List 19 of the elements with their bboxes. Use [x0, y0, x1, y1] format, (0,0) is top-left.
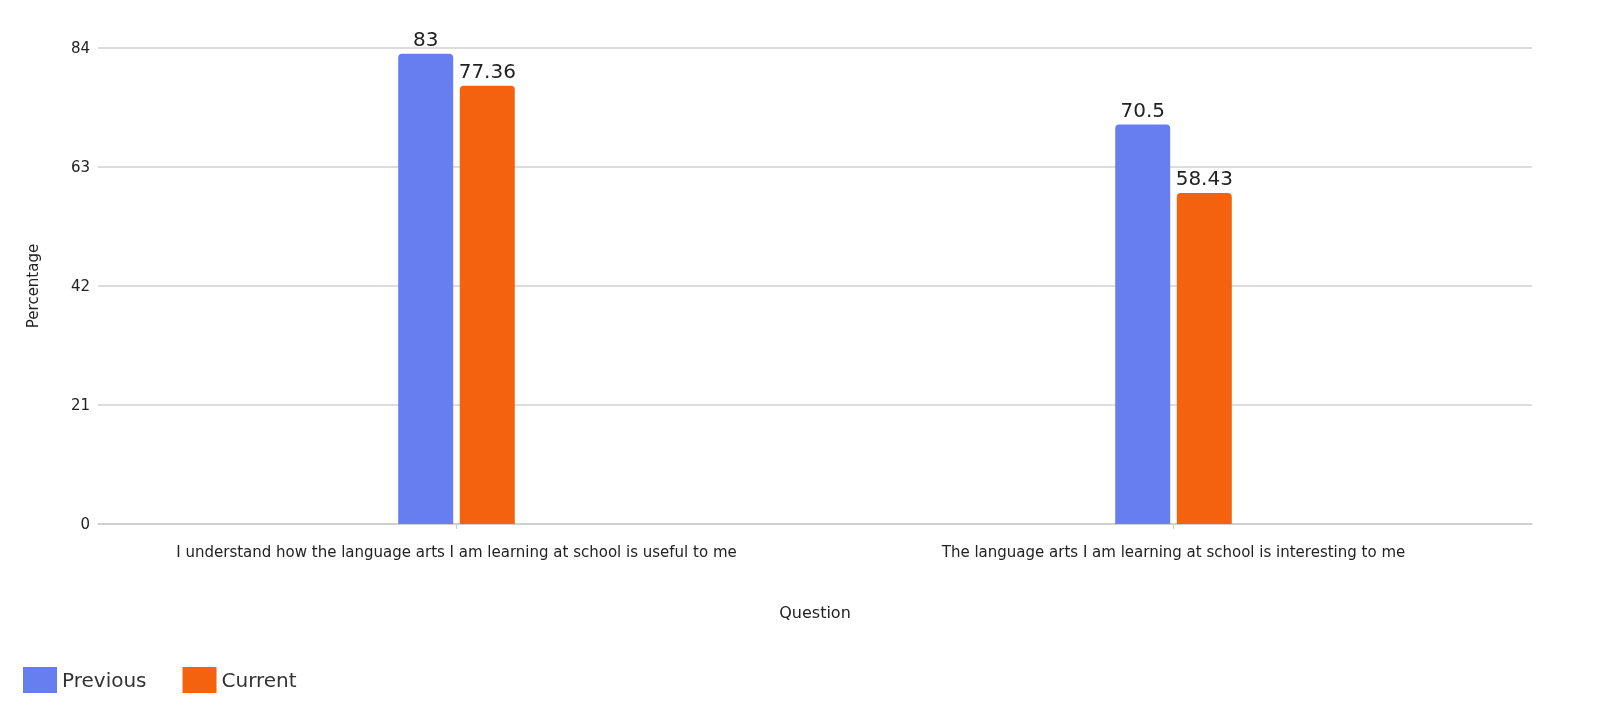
data-label: 70.5 [1120, 97, 1165, 122]
bar [1115, 124, 1171, 524]
bar [459, 85, 515, 524]
data-label: 83 [412, 26, 439, 51]
x-axis-title: Question [779, 602, 851, 622]
x-tick-label: The language arts I am learning at school is interesting to me [940, 542, 1406, 561]
y-tick-label: 42 [70, 277, 90, 295]
bar [398, 53, 454, 524]
y-axis-title: Percentage [23, 243, 42, 329]
y-tick-label: 84 [70, 39, 90, 57]
y-tick-label: 0 [80, 515, 90, 533]
data-label: 58.43 [1175, 165, 1233, 190]
bar [1176, 192, 1232, 524]
data-label: 77.36 [458, 58, 516, 83]
legend-label: Current [221, 668, 297, 692]
y-tick-label: 21 [70, 396, 90, 414]
x-tick-label: I understand how the language arts I am learning at school is useful to me [176, 542, 737, 561]
legend-label: Previous [62, 668, 147, 692]
y-tick-label: 63 [70, 158, 90, 176]
